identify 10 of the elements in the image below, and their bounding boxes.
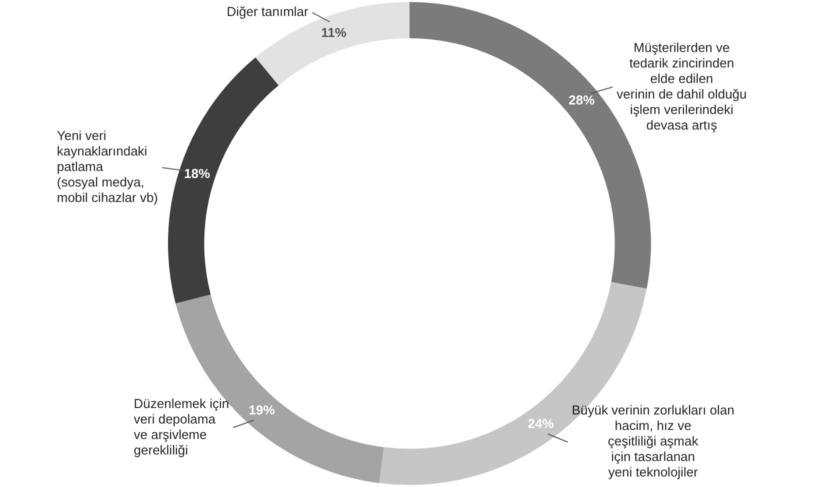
- slice-label: Müşterilerden ve tedarik zincirinden elde edilen verinin de dahil olduğu işlem verilerindeki devasa artış: [616, 40, 747, 132]
- data-label: 11%: [321, 24, 347, 40]
- slice-label: Diğer tanımlar: [226, 4, 310, 20]
- slice-label: Yeni veri kaynaklarındaki patlama (sosyal medya, mobil cihazlar vb): [56, 128, 158, 206]
- data-label: 28%: [568, 92, 596, 108]
- slice-label: Büyük verinin zorlukları olan hacim, hız ve çeşitliliği aşmak için tasarlanan yeni teknolojiler: [572, 402, 734, 480]
- data-label: 18%: [184, 166, 210, 182]
- data-label: 24%: [528, 416, 554, 431]
- data-label: 19%: [248, 402, 276, 418]
- slice-label: Düzenlemek için veri depolama ve arşivleme gerekliliği: [134, 396, 230, 458]
